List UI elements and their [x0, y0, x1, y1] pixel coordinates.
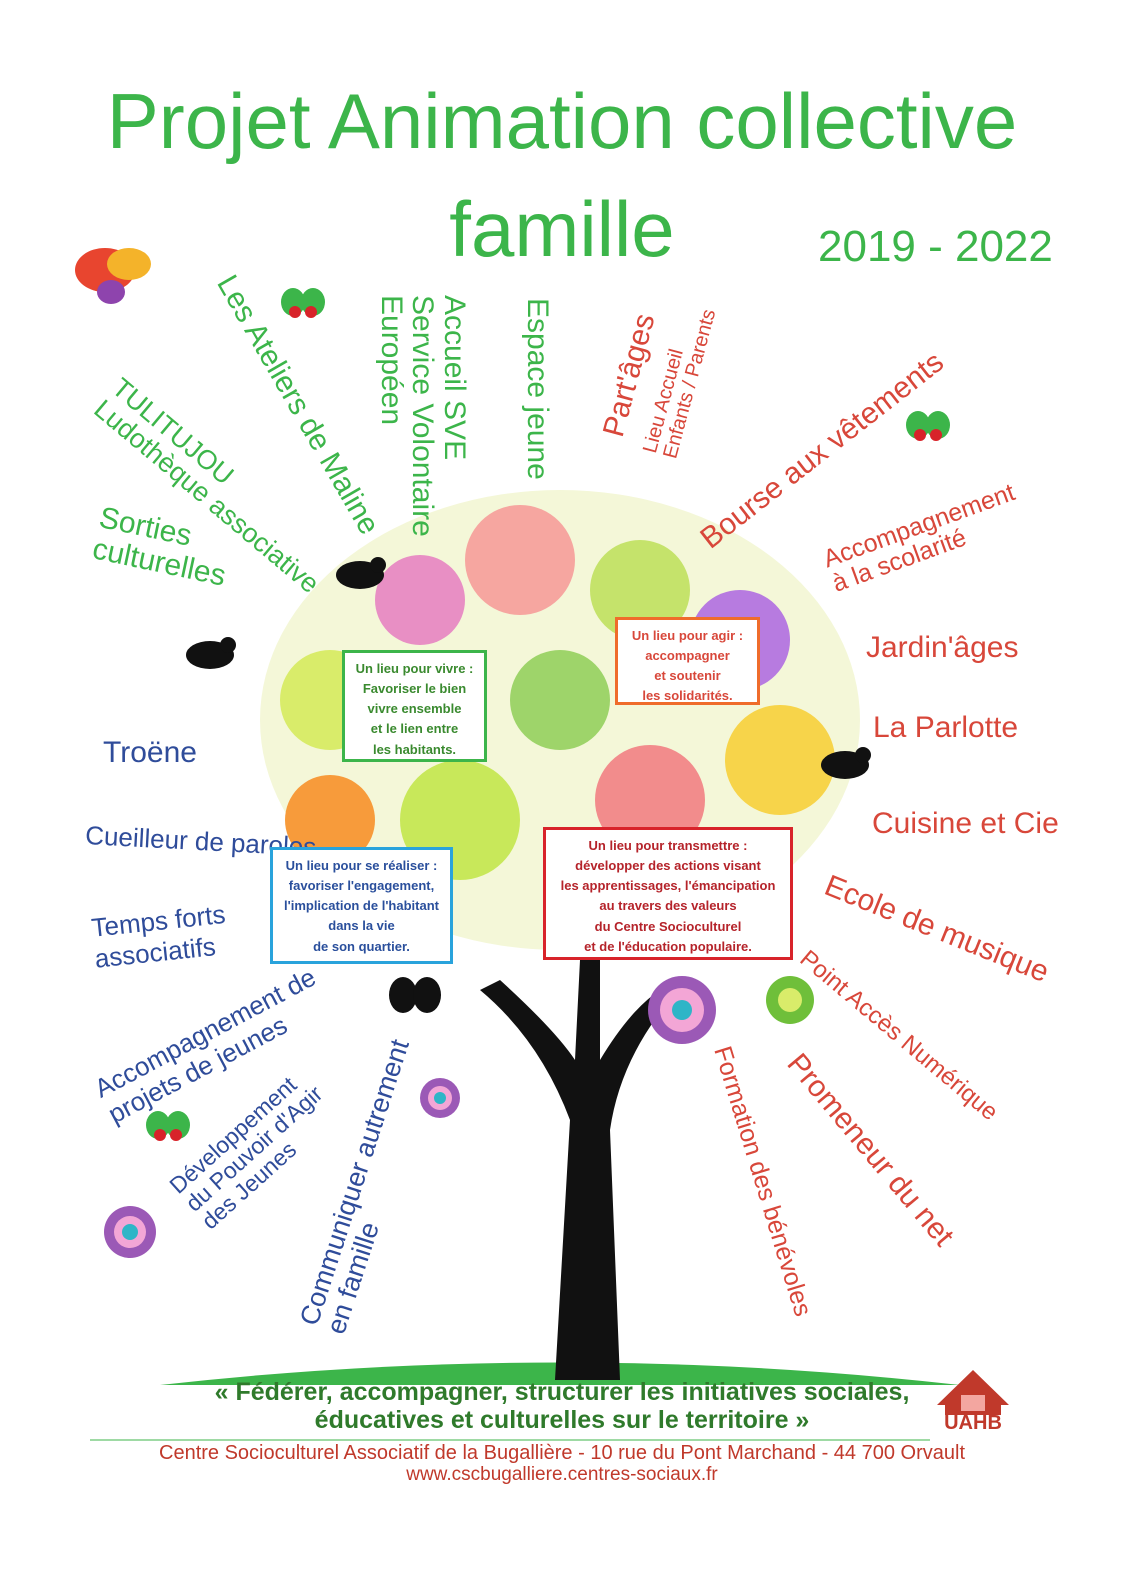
- poster-years: 2019 - 2022: [818, 222, 1053, 271]
- box-lieu-transmettre: Un lieu pour transmettre : développer de…: [543, 827, 793, 960]
- box-realiser-line: dans la vie: [328, 918, 395, 934]
- footer-address: Centre Socioculturel Associatif de la Bu…: [159, 1442, 965, 1464]
- label-sve: Accueil SVE Service Volontaire Européen: [375, 295, 471, 537]
- footer-url[interactable]: www.cscbugalliere.centres-sociaux.fr: [406, 1464, 718, 1485]
- butterfly-2: [906, 411, 950, 441]
- box-transmettre-line: Un lieu pour transmettre :: [588, 838, 748, 853]
- flower-mid: [420, 1078, 460, 1118]
- box-agir-line: Un lieu pour agir :: [631, 628, 744, 643]
- uahb-logo-house: [937, 1370, 1009, 1415]
- butterfly-black: [389, 977, 441, 1013]
- flower-left: [104, 1206, 156, 1258]
- box-realiser-line: de son quartier.: [313, 938, 410, 954]
- box-lieu-realiser: Un lieu pour se réaliser : favoriser l'e…: [270, 847, 453, 964]
- tagline-line1: « Fédérer, accompagner, structurer les i…: [214, 1378, 910, 1406]
- label-troene: Troëne: [103, 736, 197, 769]
- bird-3: [821, 747, 871, 779]
- butterfly-1: [281, 288, 325, 318]
- box-realiser-line: l'implication de l'habitant: [284, 898, 439, 914]
- box-transmettre-line: du Centre Socioculturel: [594, 918, 742, 934]
- uahb-logo-text: UAHB: [944, 1412, 1002, 1434]
- box-agir-line: les solidarités.: [642, 688, 733, 704]
- tagline-line2: éducatives et culturelles sur le territo…: [314, 1406, 810, 1434]
- box-vivre-line: Un lieu pour vivre :: [355, 661, 474, 676]
- box-transmettre-line: et de l'éducation populaire.: [584, 938, 752, 954]
- bird-2: [336, 557, 386, 589]
- bird-1: [186, 637, 236, 669]
- poster-title-line2: famille: [449, 185, 675, 273]
- box-vivre-line: vivre ensemble: [367, 701, 462, 717]
- butterfly-colorful: [75, 248, 151, 304]
- box-realiser-line: Un lieu pour se réaliser :: [285, 858, 438, 873]
- box-lieu-vivre: Un lieu pour vivre : Favoriser le bien v…: [342, 650, 487, 762]
- box-lieu-agir: Un lieu pour agir : accompagner et soute…: [615, 617, 760, 705]
- box-vivre-line: et le lien entre: [370, 721, 459, 737]
- label-parlotte: La Parlotte: [873, 711, 1019, 744]
- box-vivre-line: Favoriser le bien: [362, 681, 467, 697]
- box-transmettre-line: les apprentissages, l'émancipation: [560, 878, 776, 894]
- box-transmettre-line: au travers des valeurs: [599, 898, 737, 914]
- butterfly-3: [146, 1111, 190, 1141]
- label-jardinages: Jardin'âges: [866, 631, 1019, 664]
- flower-right: [648, 976, 716, 1044]
- tree-trunk: [480, 960, 670, 1380]
- label-espace-jeune: Espace jeune: [521, 298, 554, 480]
- label-cuisine: Cuisine et Cie: [872, 807, 1059, 840]
- flower-green: [766, 976, 814, 1024]
- box-agir-line: accompagner: [645, 648, 730, 664]
- box-transmettre-line: développer des actions visant: [575, 858, 761, 874]
- box-realiser-line: favoriser l'engagement,: [288, 878, 435, 894]
- box-agir-line: et soutenir: [654, 668, 721, 684]
- box-vivre-line: les habitants.: [372, 741, 457, 757]
- poster-title: Projet Animation collective: [106, 77, 1018, 165]
